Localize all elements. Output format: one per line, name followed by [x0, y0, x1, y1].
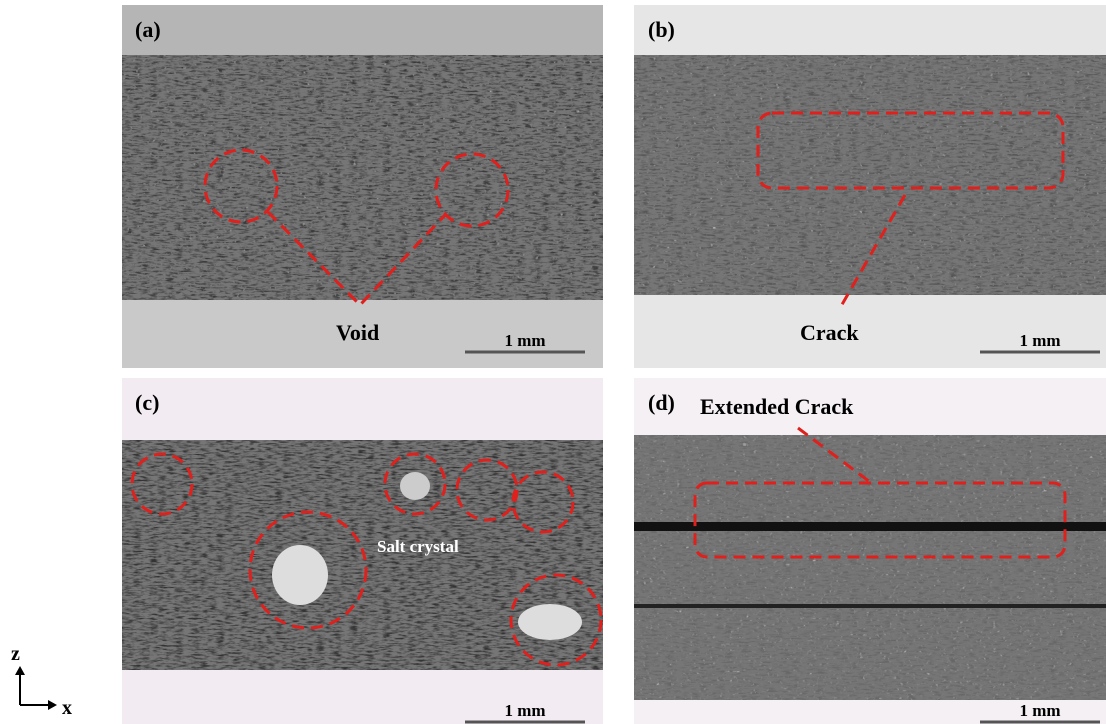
axis-label: z: [11, 643, 20, 665]
crack: [634, 522, 1106, 531]
panel-d: (d) Extended Crack 1 mm: [634, 378, 1106, 724]
scale-label: 1 mm: [1019, 331, 1060, 350]
annotation: Salt crystal: [377, 537, 459, 556]
panel-b: (b) Crack 1 mm: [634, 5, 1106, 368]
arrowhead: [48, 700, 57, 710]
crack: [634, 604, 1106, 608]
axis-label: x: [62, 697, 72, 719]
texture: [634, 435, 1106, 700]
crystal: [518, 604, 582, 640]
annotation: Crack: [800, 320, 859, 345]
figure: (a) Void 1 mm (b) Crack 1 mm (c) Salt: [0, 0, 1106, 724]
arrowhead: [15, 666, 25, 675]
crystal: [400, 472, 430, 500]
annotation: Void: [336, 320, 379, 345]
background: [122, 5, 603, 55]
texture: [634, 55, 1106, 295]
annotation: Extended Crack: [700, 394, 854, 419]
panel-label: (c): [135, 390, 159, 415]
scale-label: 1 mm: [504, 701, 545, 720]
scale-label: 1 mm: [504, 331, 545, 350]
scale-label: 1 mm: [1019, 701, 1060, 720]
texture: [122, 55, 603, 300]
panel-label: (d): [648, 390, 675, 415]
panel-label: (b): [648, 17, 675, 42]
axes-indicator: z x: [11, 643, 72, 719]
panel-label: (a): [135, 17, 161, 42]
panel-a: (a) Void 1 mm: [122, 5, 603, 368]
panel-c: (c) Salt crystal 1 mm: [122, 378, 603, 724]
crystal: [272, 545, 328, 605]
